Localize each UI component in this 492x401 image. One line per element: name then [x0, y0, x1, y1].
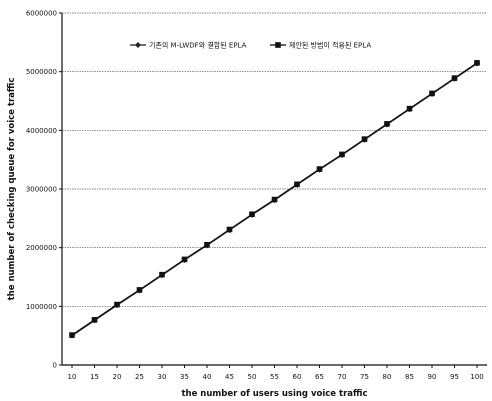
data-point [316, 166, 323, 172]
x-tick-label: 70 [338, 373, 347, 381]
data-point [69, 332, 75, 338]
legend-marker [135, 42, 141, 48]
x-tick-label: 25 [135, 373, 144, 381]
legend-entry-1: 기존의 M-LWDF와 결합된 EPLA [149, 41, 247, 50]
axes [59, 12, 487, 368]
x-tick-label: 90 [428, 373, 437, 381]
data-point [294, 181, 300, 188]
x-tick-label: 45 [225, 373, 234, 381]
x-tick-label: 40 [203, 373, 212, 381]
x-tick-labels: 10 15 20 25 30 35 40 45 50 55 60 65 70 75 80 85 90 95 100 [68, 373, 484, 381]
x-tick-label: 20 [113, 373, 122, 381]
data-point [429, 90, 435, 97]
y-tick-label: 1000000 [26, 303, 57, 311]
x-tick-label: 35 [180, 373, 189, 381]
y-tick-label: 4000000 [26, 127, 57, 135]
x-tick-label: 15 [90, 373, 99, 381]
data-point [451, 75, 458, 81]
data-point [91, 317, 98, 323]
x-tick-label: 95 [450, 373, 459, 381]
y-tick-label: 5000000 [26, 68, 57, 76]
data-point [406, 105, 413, 112]
x-tick-label: 30 [158, 373, 167, 381]
data-point [361, 136, 368, 142]
x-tick-label: 65 [315, 373, 324, 381]
series-group [69, 60, 480, 339]
legend: 기존의 M-LWDF와 결합된 EPLA 제안된 방법이 적용된 EPLA [130, 41, 371, 50]
legend-marker [275, 42, 281, 48]
data-point [159, 271, 165, 278]
x-tick-label: 50 [248, 373, 257, 381]
data-point [339, 151, 345, 158]
data-point [271, 196, 278, 203]
y-tick-label: 0 [53, 362, 57, 370]
x-tick-label: 60 [293, 373, 302, 381]
y-tick-label: 2000000 [26, 244, 57, 252]
data-point [226, 226, 233, 233]
x-tick-label: 55 [270, 373, 279, 381]
x-tick-label: 10 [68, 373, 77, 381]
data-point [136, 287, 143, 293]
x-tick-label: 85 [405, 373, 414, 381]
data-point [114, 301, 120, 308]
y-tick-label: 6000000 [26, 10, 57, 18]
data-point [249, 211, 255, 218]
y-axis-label: the number of checking queue for voice t… [7, 78, 17, 301]
data-point [204, 241, 210, 248]
grid-lines [62, 12, 487, 307]
y-tick-labels: 0 1000000 2000000 3000000 4000000 5000000 6000… [26, 10, 57, 370]
data-point [474, 60, 480, 66]
x-axis-label: the number of users using voice traffic [181, 389, 367, 399]
y-tick-label: 3000000 [26, 186, 57, 194]
x-tick-label: 100 [470, 373, 483, 381]
legend-entry-2: 제안된 방법이 적용된 EPLA [289, 41, 371, 50]
data-point [384, 121, 390, 127]
data-point [181, 256, 188, 263]
x-tick-label: 75 [360, 373, 369, 381]
x-tick-label: 80 [383, 373, 392, 381]
